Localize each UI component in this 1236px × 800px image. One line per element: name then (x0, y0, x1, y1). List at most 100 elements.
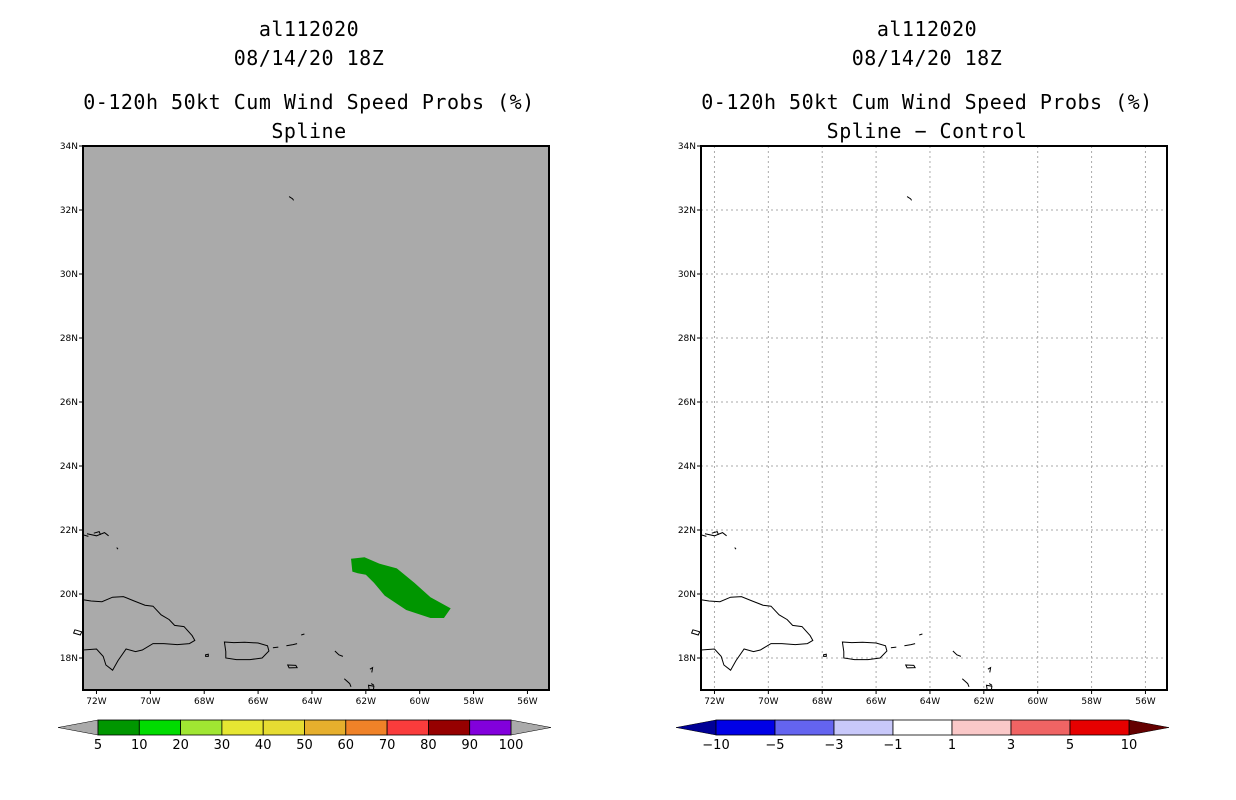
colorbar-segment (774, 719, 835, 736)
longitude-label: 60W (410, 697, 430, 707)
colorbar-segment (1010, 719, 1071, 736)
colorbar-label: 50 (296, 738, 313, 753)
colorbar-under-arrow (675, 719, 717, 736)
latitude-label: 34N (60, 142, 78, 152)
colorbar-label: 20 (172, 738, 189, 753)
latitude-label: 30N (60, 270, 78, 280)
colorbar-segment (469, 719, 512, 736)
colorbar-segment (221, 719, 264, 736)
turks-caicos-coastline (711, 530, 719, 535)
puerto-rico-coastline (841, 641, 888, 661)
longitude-label: 56W (1135, 697, 1155, 707)
panel-subtitle: Spline (271, 119, 347, 143)
panel-subtitle: Spline − Control (826, 119, 1028, 143)
colorbar-segment (833, 719, 894, 736)
puerto-rico-coastline (223, 641, 270, 661)
saint-kitts-nevis (343, 678, 352, 687)
guadeloupe-north (370, 683, 375, 686)
colorbar-label: 10 (131, 738, 148, 753)
turks-caicos-coastline (93, 530, 101, 535)
colorbar-segment (345, 719, 388, 736)
longitude-label: 66W (866, 697, 886, 707)
colorbar-label: −1 (883, 738, 902, 753)
colorbar-label: 100 (499, 738, 524, 753)
longitude-label: 72W (86, 697, 106, 707)
colorbar-over-arrow (510, 719, 552, 736)
virgin-islands (301, 633, 305, 636)
colorbar-segment (97, 719, 140, 736)
latitude-label: 26N (678, 398, 696, 408)
longitude-label: 64W (302, 697, 322, 707)
longitude-label: 70W (758, 697, 778, 707)
colorbar-label: 70 (379, 738, 396, 753)
colorbar-label: 5 (1066, 738, 1074, 753)
haiti-gonave-island (72, 629, 83, 636)
latitude-label: 30N (678, 270, 696, 280)
storm-id-title: al112020 (876, 17, 978, 41)
difference-map: 34N 32N 30N 28N 26N 24N 22N 20N 18N 72W 70W 68W 66W 6… (675, 142, 1170, 753)
colorbar-over-arrow (1128, 719, 1170, 736)
latitude-label: 24N (678, 462, 696, 472)
plot-area (83, 146, 549, 690)
vieques-culebra (272, 646, 279, 649)
haiti-gonave-island (690, 629, 701, 636)
latitude-label: 34N (678, 142, 696, 152)
left-map-panel: al112020 08/14/20 18Z 0-120h 50kt Cum Wi… (57, 17, 552, 753)
colorbar-segment (386, 719, 429, 736)
longitude-label: 68W (194, 697, 214, 707)
mona-island (205, 653, 209, 657)
barbuda (369, 666, 374, 673)
hispaniola-coastline (82, 596, 196, 671)
longitude-label: 56W (517, 697, 537, 707)
datetime-title: 08/14/20 18Z (233, 46, 385, 70)
bermuda (906, 196, 913, 201)
longitude-label: 58W (463, 697, 483, 707)
latitude-label: 18N (60, 654, 78, 664)
colorbar-label: 5 (94, 738, 102, 753)
latitude-label: 18N (678, 654, 696, 664)
colorbar-segment (262, 719, 305, 736)
latitude-label: 32N (60, 206, 78, 216)
longitude-label: 70W (140, 697, 160, 707)
colorbar-label: 60 (338, 738, 355, 753)
colorbar-segment (138, 719, 182, 736)
colorbar-label: 80 (420, 738, 437, 753)
colorbar-segment (1069, 719, 1130, 736)
colorbar-label: 90 (461, 738, 478, 753)
turks-caicos-coastline (116, 547, 119, 550)
colorbar-label: −3 (824, 738, 843, 753)
plot-area (701, 146, 1167, 690)
saint-kitts-nevis (961, 678, 970, 687)
saint-croix (286, 664, 298, 669)
latitude-label: 22N (60, 526, 78, 536)
barbuda (987, 666, 992, 673)
mona-island (823, 653, 827, 657)
anguilla-stmartin (952, 650, 962, 657)
latitude-label: 28N (678, 334, 696, 344)
virgin-islands (286, 643, 298, 647)
colorbar-label: 40 (255, 738, 272, 753)
vieques-culebra (890, 646, 897, 649)
colorbar-segment (951, 719, 1012, 736)
turks-caicos-coastline (734, 547, 737, 550)
guadeloupe-north (988, 683, 993, 686)
storm-id-title: al112020 (258, 17, 360, 41)
plot-frame (700, 145, 1168, 691)
colorbar-label: 3 (1007, 738, 1015, 753)
colorbar-label: 30 (214, 738, 231, 753)
colorbar-under-arrow (57, 719, 99, 736)
longitude-label: 72W (704, 697, 724, 707)
saint-croix (904, 664, 916, 669)
virgin-islands (919, 633, 923, 636)
longitude-label: 64W (920, 697, 940, 707)
latitude-label: 26N (60, 398, 78, 408)
colorbar-segment (715, 719, 776, 736)
longitude-label: 60W (1028, 697, 1048, 707)
latitude-label: 28N (60, 334, 78, 344)
virgin-islands (904, 643, 916, 647)
right-map-panel: al112020 08/14/20 18Z 0-120h 50kt Cum Wi… (618, 0, 1236, 800)
colorbar-segment (180, 719, 223, 736)
latitude-label: 22N (678, 526, 696, 536)
latitude-label: 20N (678, 590, 696, 600)
colorbar-segment (304, 719, 347, 736)
